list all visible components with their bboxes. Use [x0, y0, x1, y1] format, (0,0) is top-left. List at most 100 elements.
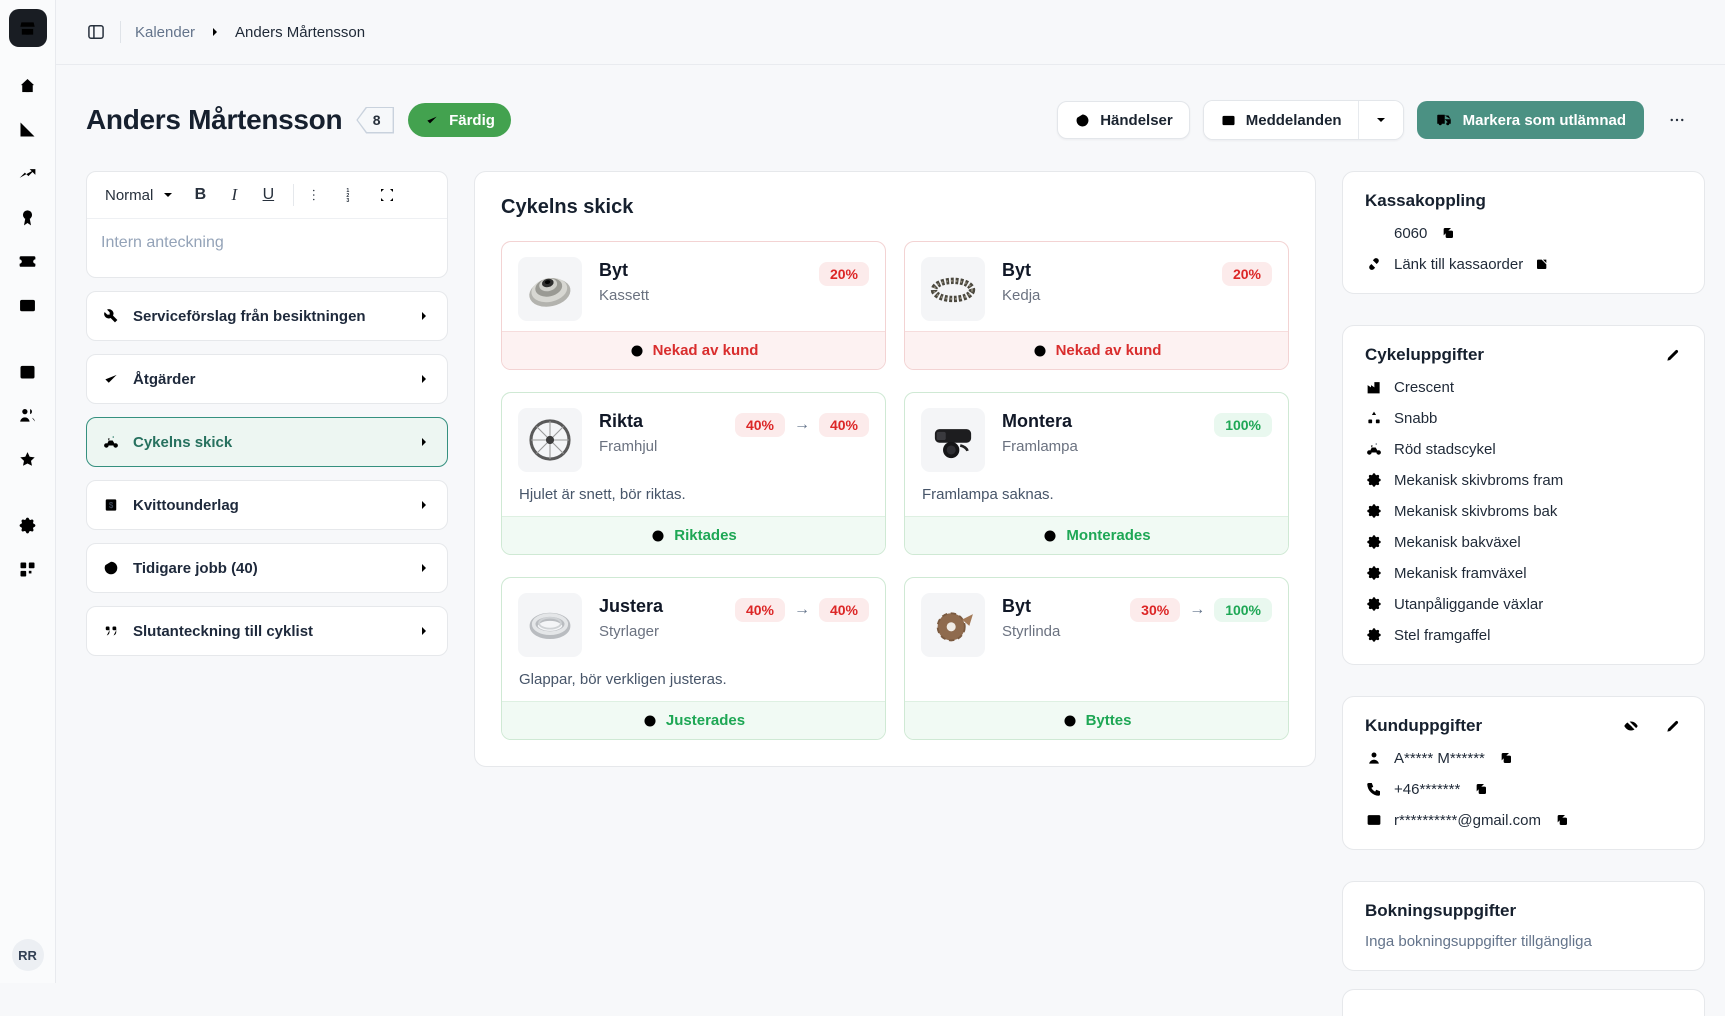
internal-note-input[interactable]: Intern anteckning	[101, 234, 224, 251]
edit-customer-button[interactable]	[1664, 717, 1682, 735]
person-icon	[1365, 749, 1383, 767]
app-root: RR Kalender Anders Mårtensson Anders Mår…	[8, 0, 1725, 1016]
copy-icon[interactable]	[1440, 225, 1456, 241]
part-photo-bartape	[921, 593, 985, 657]
accordion-item-slutanteckning[interactable]: Slutanteckning till cyklist	[86, 606, 448, 656]
sidebar-item-trends[interactable]	[16, 161, 40, 185]
messages-split-button: Meddelanden	[1202, 100, 1404, 140]
wrench-icon	[102, 307, 120, 325]
user-avatar[interactable]: RR	[11, 939, 44, 971]
sidebar-item-calendar[interactable]	[16, 359, 40, 383]
service-card-framhjul[interactable]: Rikta Framhjul 40% → 40% Hjulet är snett…	[501, 392, 886, 555]
service-cards-grid: Byt Kassett 20% Nekad av kund	[501, 241, 1289, 740]
chevron-right-icon	[416, 497, 432, 513]
sidebar-item-favorites[interactable]	[16, 447, 40, 471]
toggle-customer-visibility-button[interactable]	[1622, 717, 1640, 735]
x-circle-icon	[631, 344, 643, 357]
check-circle-icon	[1044, 529, 1056, 542]
copy-icon[interactable]	[1554, 812, 1570, 828]
eye-off-icon	[1624, 719, 1638, 733]
customer-name-masked: A***** M******	[1394, 749, 1485, 767]
arrow-right-icon: →	[793, 601, 810, 618]
more-actions-button[interactable]	[1657, 101, 1697, 139]
underline-button[interactable]: U	[252, 180, 284, 210]
svg-text:$: $	[109, 501, 114, 510]
condition-badge: 100%	[1214, 413, 1272, 437]
status-footer-denied: Nekad av kund	[502, 331, 885, 369]
bold-button[interactable]: B	[184, 180, 216, 210]
mail-icon	[1222, 115, 1235, 125]
kassaorder-link[interactable]: Länk till kassaorder	[1365, 255, 1682, 273]
breadcrumb-current: Anders Mårtensson	[235, 23, 366, 41]
status-badge-done[interactable]: Färdig	[408, 103, 511, 137]
phone-icon	[1365, 780, 1383, 798]
text-style-select[interactable]: Normal	[99, 183, 182, 208]
accordion-item-cykelns-skick[interactable]: Cykelns skick	[86, 417, 448, 467]
gear-icon	[1365, 564, 1383, 582]
service-card-kedja[interactable]: Byt Kedja 20% Nekad av kund	[904, 241, 1289, 370]
accordion-item-serviceforslag[interactable]: Serviceförslag från besiktningen	[86, 291, 448, 341]
service-card-kassett[interactable]: Byt Kassett 20% Nekad av kund	[501, 241, 886, 370]
service-note: Hjulet är snett, bör riktas.	[519, 486, 686, 503]
rail-group-top	[16, 73, 40, 317]
cykelns-skick-panel: Cykelns skick Byt Kassett	[474, 171, 1316, 767]
app-logo-store-icon[interactable]	[8, 9, 47, 47]
messages-button[interactable]: Meddelanden	[1203, 101, 1358, 139]
kunduppgifter-card: Kunduppgifter A***** M****** +46*****	[1342, 696, 1705, 850]
condition-badge: 20%	[818, 262, 869, 286]
condition-badge: 20%	[1221, 262, 1272, 286]
accordion-item-atgarder[interactable]: Åtgärder	[86, 354, 448, 404]
chevron-right-icon	[207, 24, 223, 40]
chevron-right-icon	[416, 623, 432, 639]
bullet-list-button[interactable]	[303, 180, 335, 210]
history-icon	[1076, 114, 1089, 126]
expand-icon	[381, 189, 394, 201]
rail-group-bottom	[16, 513, 40, 581]
accordion-item-kvittounderlag[interactable]: $ Kvittounderlag	[86, 480, 448, 530]
card-title: Cykeluppgifter	[1365, 345, 1485, 364]
copy-icon[interactable]	[1473, 781, 1489, 797]
sidebar-item-stats[interactable]	[16, 117, 40, 141]
events-button[interactable]: Händelser	[1057, 101, 1190, 139]
service-card-styrlager[interactable]: Justera Styrlager 40% → 40% Glappar, bör…	[501, 577, 886, 740]
arrow-right-icon: →	[1189, 601, 1206, 618]
sidebar-item-settings[interactable]	[16, 513, 40, 537]
bicycle-icon	[1365, 440, 1383, 458]
messages-dropdown-button[interactable]	[1357, 101, 1403, 139]
gear-icon	[1365, 533, 1383, 551]
pencil-icon	[1667, 720, 1679, 732]
breadcrumb: Kalender Anders Mårtensson	[135, 24, 365, 41]
edit-bike-details-button[interactable]	[1664, 346, 1682, 364]
hash-icon	[1365, 224, 1383, 242]
sidebar-item-customers[interactable]	[16, 403, 40, 427]
panel-title: Cykelns skick	[501, 196, 634, 218]
service-note: Framlampa saknas.	[922, 486, 1054, 503]
expand-editor-button[interactable]	[371, 180, 403, 210]
bike-detail-row: Snabb	[1365, 409, 1682, 427]
sidebar-item-home[interactable]	[16, 73, 40, 97]
bicycle-icon	[102, 433, 120, 451]
sidebar-item-qr-scanner[interactable]	[16, 557, 40, 581]
next-card-partial	[1342, 989, 1705, 1016]
service-card-styrlinda[interactable]: Byt Styrlinda 30% → 100%	[904, 577, 1289, 740]
order-number-row: 6060	[1365, 224, 1682, 242]
sidebar-item-awards[interactable]	[16, 205, 40, 229]
service-card-framlampa[interactable]: Montera Framlampa 100% Framlampa saknas.	[904, 392, 1289, 555]
sidebar-item-vouchers[interactable]	[16, 249, 40, 273]
empty-bookings-text: Inga bokningsuppgifter tillgängliga	[1365, 933, 1592, 950]
check-icon	[102, 370, 120, 388]
breadcrumb-link-kalender[interactable]: Kalender	[135, 23, 196, 41]
italic-button[interactable]: I	[218, 180, 250, 210]
copy-icon[interactable]	[1498, 750, 1514, 766]
accordion-item-tidigare-jobb[interactable]: Tidigare jobb (40)	[86, 543, 448, 593]
condition-badge-after: 100%	[1214, 598, 1272, 622]
mark-delivered-button[interactable]: Markera som utlämnad	[1416, 101, 1644, 139]
part-photo-lamp	[921, 408, 985, 472]
condition-badge-before: 40%	[734, 413, 785, 437]
sidebar-toggle-icon[interactable]	[86, 22, 106, 42]
sidebar-item-messages[interactable]	[16, 293, 40, 317]
